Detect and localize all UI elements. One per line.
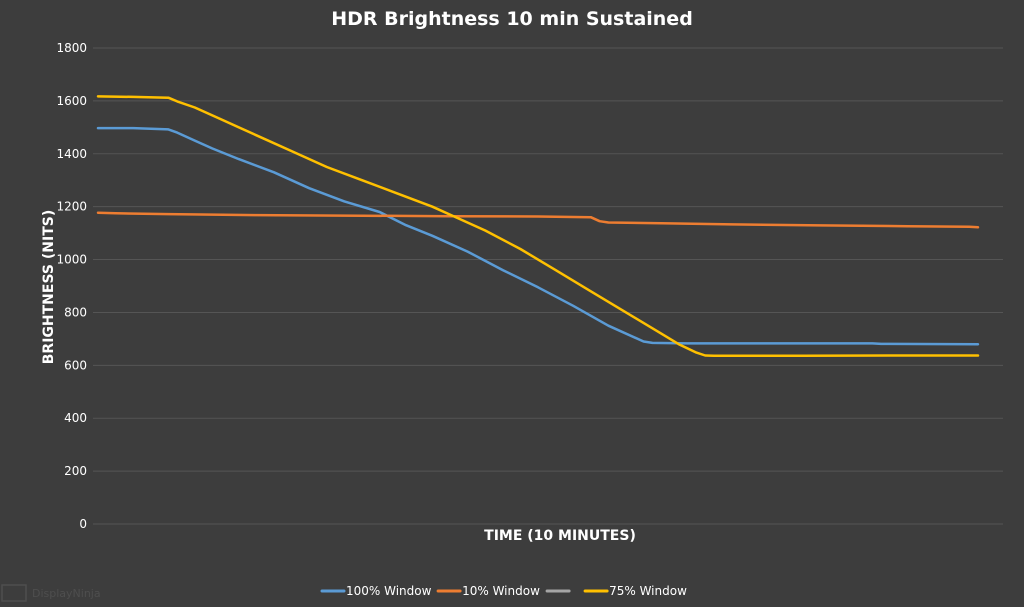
legend-item: 100% Window — [320, 584, 432, 598]
legend-label: 100% Window — [346, 584, 432, 598]
y-tick-label: 400 — [64, 411, 87, 425]
gridlines — [93, 47, 1003, 525]
legend-item: 10% Window — [436, 584, 540, 598]
y-tick-label: 200 — [64, 464, 87, 478]
watermark-text: DisplayNinja — [32, 587, 101, 600]
watermark-logo-icon — [1, 584, 27, 602]
legend-label: 10% Window — [462, 584, 540, 598]
chart-title: HDR Brightness 10 min Sustained — [331, 8, 693, 30]
y-tick-labels: 0 200 400 600 800 1000 1200 1400 1600 1800 — [56, 41, 87, 531]
legend-item: 75% Window — [583, 584, 687, 598]
legend: 100% Window 10% Window 75% Window — [320, 584, 687, 598]
y-tick-label: 0 — [79, 517, 87, 531]
y-axis-label: BRIGHTNESS (NITS) — [41, 210, 57, 364]
series-line-10-window — [96, 211, 980, 229]
y-tick-label: 1600 — [56, 94, 87, 108]
y-tick-label: 1800 — [56, 41, 87, 55]
x-axis-label: TIME (10 MINUTES) — [484, 528, 636, 544]
y-tick-label: 1400 — [56, 147, 87, 161]
watermark: DisplayNinja — [1, 584, 101, 602]
y-tick-label: 600 — [64, 358, 87, 372]
series-line-100-window — [96, 126, 980, 346]
legend-label: 75% Window — [609, 584, 687, 598]
series-line-75-window — [96, 95, 980, 358]
series-lines — [96, 95, 980, 358]
y-tick-label: 1000 — [56, 253, 87, 267]
y-tick-label: 1200 — [56, 200, 87, 214]
y-tick-label: 800 — [64, 305, 87, 319]
